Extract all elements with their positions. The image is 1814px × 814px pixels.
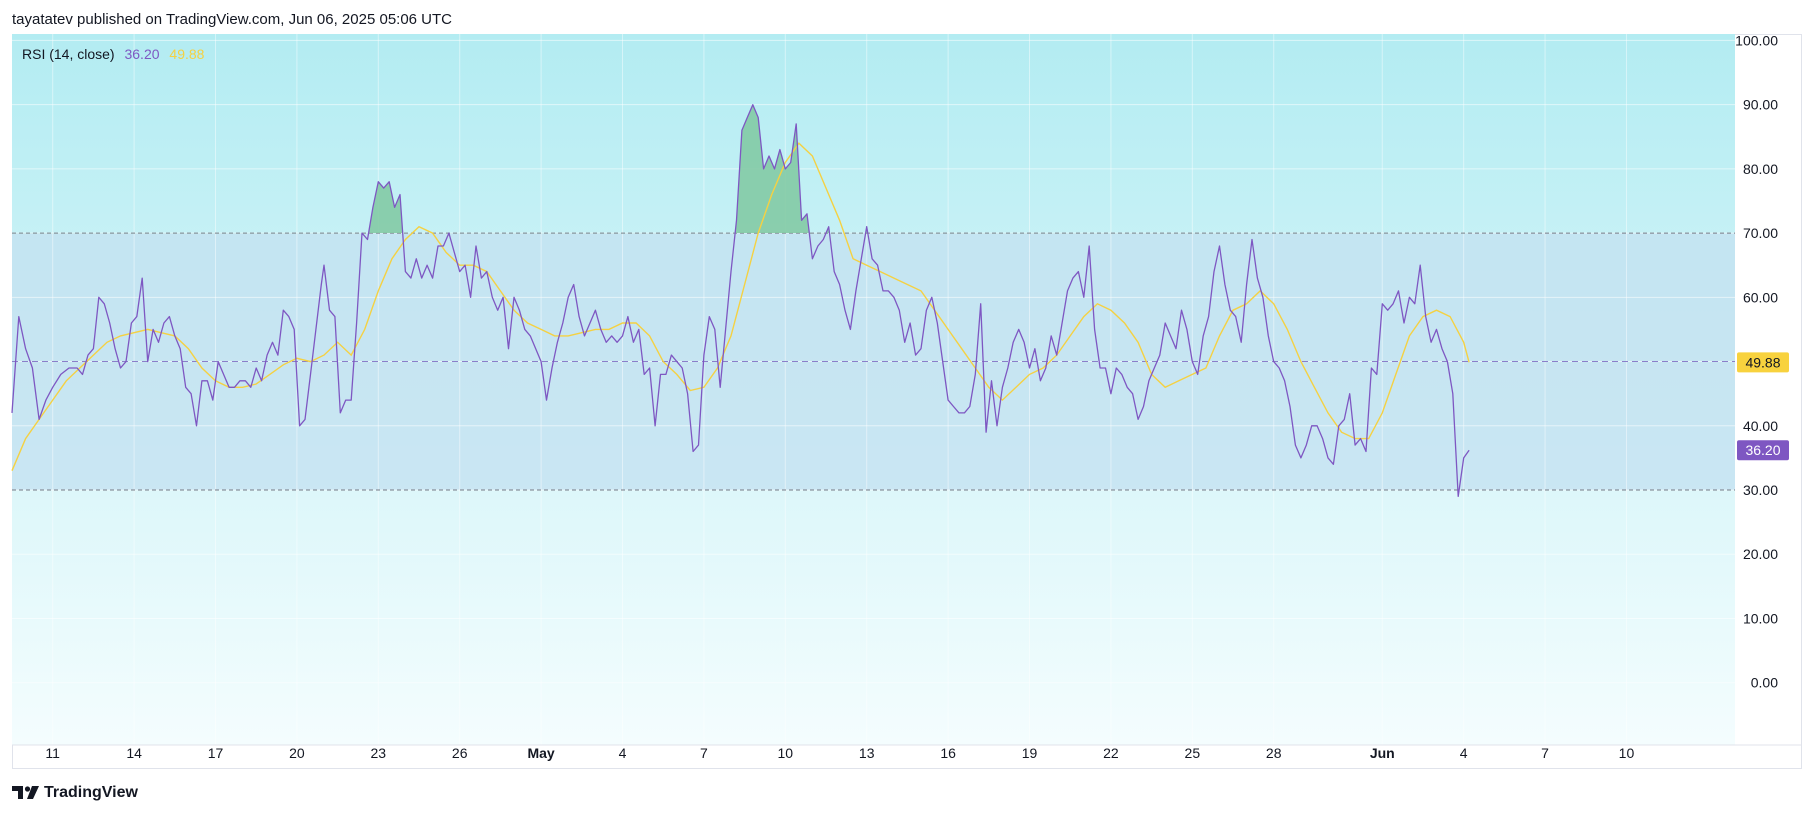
x-tick-label-11: 16 xyxy=(940,745,956,761)
x-tick-label-14: 25 xyxy=(1185,745,1201,761)
rsi-chart[interactable]: 100.0090.0080.0070.0060.0050.0040.0030.0… xyxy=(0,0,1814,780)
y-tick-label-3: 70.00 xyxy=(1743,225,1778,241)
publish-header: tayatatev published on TradingView.com, … xyxy=(12,11,453,28)
rsi-ma-line xyxy=(11,142,1470,471)
x-tick-label-15: 28 xyxy=(1266,745,1282,761)
y-tick-label-9: 10.00 xyxy=(1743,610,1778,626)
x-tick-label-9: 10 xyxy=(778,745,794,761)
y-tick-label-10: 0.00 xyxy=(1751,675,1778,691)
x-tick-label-8: 7 xyxy=(700,745,708,761)
legend-ma-value: 49.88 xyxy=(169,46,205,62)
y-tick-label-1: 90.00 xyxy=(1743,97,1778,113)
price-badge-0: 49.88 xyxy=(1737,352,1789,373)
chart-legend[interactable]: RSI (14, close) 36.20 49.88 xyxy=(22,46,204,62)
y-tick-label-6: 40.00 xyxy=(1743,418,1778,434)
y-tick-label-0: 100.00 xyxy=(1735,32,1778,48)
x-tick-label-7: 4 xyxy=(619,745,627,761)
rsi-line xyxy=(11,104,1470,498)
x-tick-label-18: 7 xyxy=(1541,745,1549,761)
x-tick-label-16: Jun xyxy=(1370,745,1395,761)
overbought-fill xyxy=(361,104,868,234)
tradingview-logo-icon xyxy=(12,786,39,799)
price-badge-label-1: 36.20 xyxy=(1745,442,1780,458)
x-tick-label-5: 26 xyxy=(452,745,468,761)
y-tick-label-2: 80.00 xyxy=(1743,161,1778,177)
x-tick-label-6: May xyxy=(527,745,554,761)
x-tick-label-12: 19 xyxy=(1022,745,1038,761)
x-tick-label-4: 23 xyxy=(371,745,387,761)
x-tick-label-0: 11 xyxy=(45,745,60,761)
price-badge-bg-1 xyxy=(1737,440,1789,461)
x-tick-label-17: 4 xyxy=(1460,745,1468,761)
y-tick-label-4: 60.00 xyxy=(1743,289,1778,305)
y-tick-label-7: 30.00 xyxy=(1743,482,1778,498)
x-tick-label-3: 20 xyxy=(289,745,305,761)
price-badge-label-0: 49.88 xyxy=(1745,354,1780,370)
legend-indicator-label: RSI (14, close) xyxy=(22,46,115,62)
x-tick-label-1: 14 xyxy=(126,745,142,761)
tradingview-logo[interactable]: TradingView xyxy=(12,784,138,802)
price-badge-1: 36.20 xyxy=(1737,440,1789,461)
x-tick-label-2: 17 xyxy=(208,745,224,761)
x-tick-label-10: 13 xyxy=(859,745,875,761)
legend-rsi-value: 36.20 xyxy=(124,46,160,62)
price-badge-bg-0 xyxy=(1737,352,1789,373)
x-tick-label-13: 22 xyxy=(1103,745,1119,761)
tradingview-brand-text: TradingView xyxy=(44,784,138,801)
y-tick-label-8: 20.00 xyxy=(1743,546,1778,562)
x-tick-label-19: 10 xyxy=(1619,745,1635,761)
